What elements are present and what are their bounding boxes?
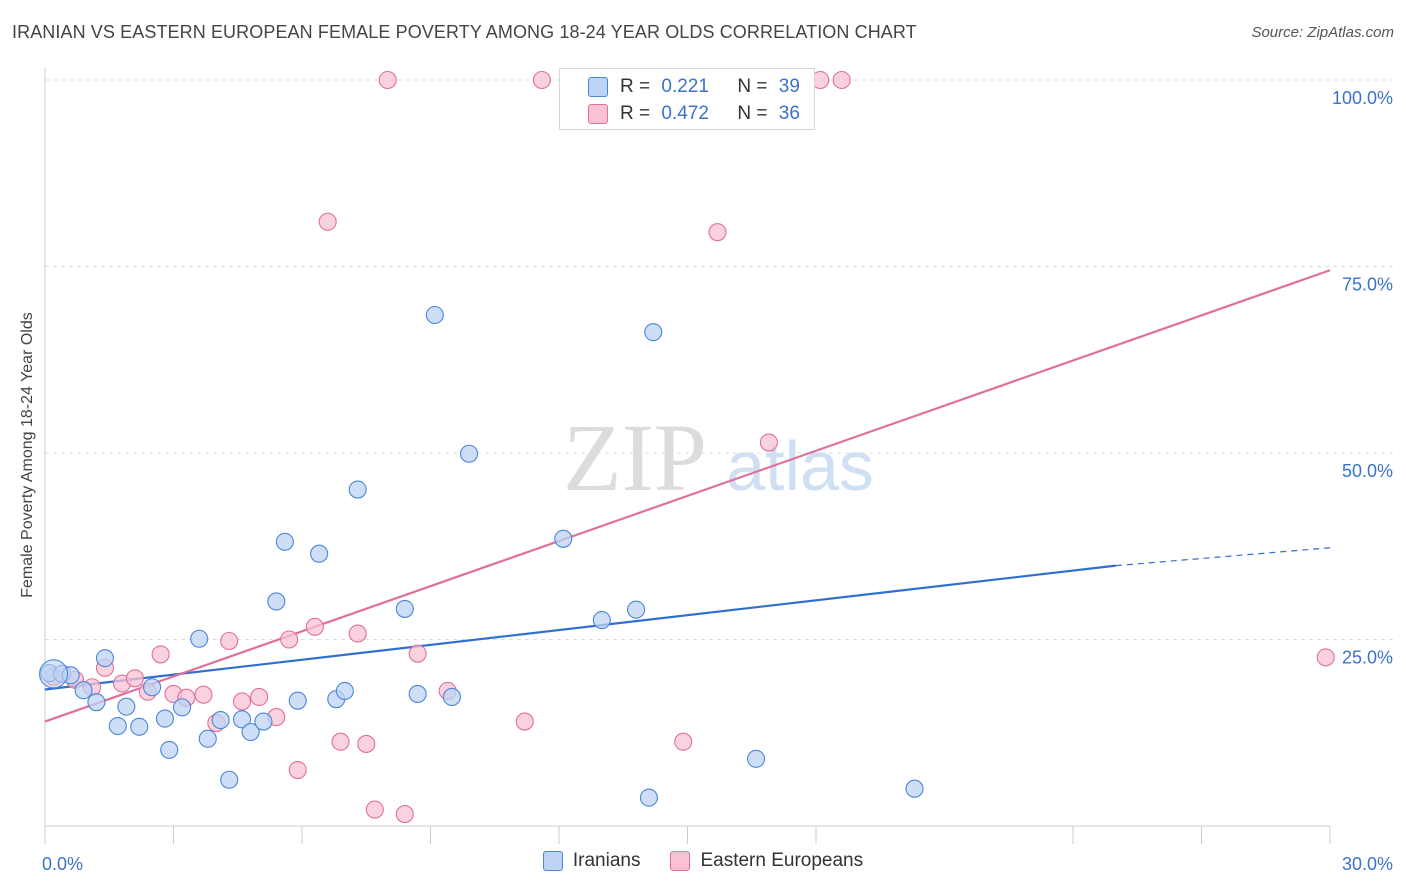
point-cluster-iranians <box>39 659 69 689</box>
legend-row-iranians: R = 0.221 N = 39 <box>588 75 800 99</box>
point-eastern-europeans-29 <box>532 70 551 90</box>
point-iranians-19 <box>254 712 273 731</box>
point-eastern-europeans-16 <box>280 630 299 649</box>
point-eastern-europeans-22 <box>357 734 376 753</box>
point-iranians-27 <box>395 599 414 618</box>
point-eastern-europeans-10 <box>194 685 213 704</box>
point-eastern-europeans-12 <box>220 631 239 651</box>
top-legend: R = 0.221 N = 39 R = 0.472 N = 36 <box>559 68 815 130</box>
legend-swatch-pink <box>588 104 608 124</box>
point-iranians-29 <box>425 305 444 325</box>
point-iranians-26 <box>348 480 367 499</box>
point-eastern-europeans-5 <box>125 669 144 688</box>
legend-label-eastern-europeans: Eastern Europeans <box>700 850 864 871</box>
x-tick-label: 0.0% <box>42 854 83 874</box>
legend-n-value: 36 <box>778 103 800 124</box>
y-tick-label: 25.0% <box>1342 648 1393 668</box>
legend-label-iranians: Iranians <box>572 850 641 871</box>
legend-r-label: R = <box>620 103 656 124</box>
point-eastern-europeans-13 <box>232 692 252 711</box>
point-iranians-8 <box>130 717 149 736</box>
point-eastern-europeans-19 <box>318 212 337 231</box>
point-iranians-20 <box>267 592 286 611</box>
point-eastern-europeans-23 <box>365 800 384 819</box>
point-eastern-europeans-21 <box>348 624 367 643</box>
point-iranians-21 <box>275 532 294 551</box>
point-iranians-36 <box>644 323 663 342</box>
point-iranians-35 <box>639 788 659 807</box>
point-iranians-38 <box>905 779 924 798</box>
point-eastern-europeans-30 <box>674 732 693 751</box>
point-iranians-9 <box>143 678 162 697</box>
x-tick-label: 30.0% <box>1342 854 1393 874</box>
tick-labels: 100.0% 75.0% 50.0% 25.0% 0.0% 30.0% <box>42 88 1393 874</box>
point-iranians-37 <box>746 749 766 768</box>
point-eastern-europeans-7 <box>151 645 170 664</box>
y-tick-label: 50.0% <box>1342 461 1393 481</box>
legend-item-eastern-europeans: Eastern Europeans <box>670 850 863 872</box>
point-iranians-33 <box>592 611 611 630</box>
legend-swatch-blue <box>588 77 608 97</box>
y-tick-label: 75.0% <box>1342 275 1393 295</box>
trend-line-extension-0 <box>1115 547 1331 567</box>
grid-lines <box>45 79 1395 640</box>
point-eastern-europeans-34 <box>832 70 851 90</box>
point-iranians-18 <box>241 722 260 742</box>
legend-n-label: N = <box>737 103 773 124</box>
point-iranians-16 <box>220 770 239 789</box>
legend-item-iranians: Iranians <box>542 850 641 872</box>
point-eastern-europeans-24 <box>378 70 397 90</box>
point-iranians-32 <box>554 529 573 548</box>
source-label: Source: ZipAtlas.com <box>1251 24 1394 41</box>
point-iranians-13 <box>190 629 209 648</box>
axes <box>44 68 1331 844</box>
legend-n-value: 39 <box>778 76 800 97</box>
point-iranians-3 <box>74 681 93 700</box>
point-iranians-30 <box>442 687 461 706</box>
point-eastern-europeans-17 <box>288 760 307 780</box>
point-iranians-15 <box>211 711 230 730</box>
point-iranians-34 <box>627 600 646 619</box>
point-eastern-europeans-18 <box>305 617 324 636</box>
point-iranians-31 <box>459 444 479 463</box>
trend-lines <box>44 269 1331 723</box>
point-iranians-5 <box>95 649 115 668</box>
point-eastern-europeans-32 <box>759 433 778 452</box>
watermark-zip: ZIP <box>563 404 707 511</box>
point-iranians-17 <box>232 710 252 729</box>
point-iranians-28 <box>408 684 427 704</box>
point-iranians-7 <box>117 697 136 716</box>
point-eastern-europeans-26 <box>408 644 427 663</box>
point-iranians-23 <box>310 544 329 563</box>
point-iranians-12 <box>173 698 192 717</box>
point-eastern-europeans-20 <box>331 732 350 751</box>
point-iranians-25 <box>335 681 354 701</box>
legend-swatch-pink <box>670 851 691 871</box>
point-iranians-11 <box>160 740 179 759</box>
point-iranians-4 <box>87 693 106 712</box>
legend-swatch-blue <box>542 851 563 871</box>
legend-r-label: R = <box>620 76 656 97</box>
point-iranians-10 <box>155 709 174 728</box>
point-iranians-6 <box>108 716 127 736</box>
point-eastern-europeans-14 <box>250 687 269 706</box>
trend-line-1 <box>44 269 1331 723</box>
legend-row-eastern-europeans: R = 0.472 N = 36 <box>588 102 800 126</box>
point-iranians-14 <box>198 729 217 748</box>
legend-n-label: N = <box>737 76 773 97</box>
point-eastern-europeans-35 <box>1316 648 1335 667</box>
bottom-legend: Iranians Eastern Europeans <box>0 850 1406 872</box>
point-eastern-europeans-25 <box>395 805 414 824</box>
y-tick-label: 100.0% <box>1332 88 1393 108</box>
data-points <box>39 70 1335 824</box>
point-eastern-europeans-31 <box>708 223 727 242</box>
legend-r-value: 0.221 <box>661 76 709 97</box>
legend-r-value: 0.472 <box>661 103 709 124</box>
watermark: ZIP atlas <box>563 404 874 511</box>
chart-title: IRANIAN VS EASTERN EUROPEAN FEMALE POVER… <box>12 22 917 42</box>
trend-line-0 <box>44 564 1116 691</box>
point-eastern-europeans-28 <box>515 712 534 731</box>
point-iranians-22 <box>288 691 307 710</box>
